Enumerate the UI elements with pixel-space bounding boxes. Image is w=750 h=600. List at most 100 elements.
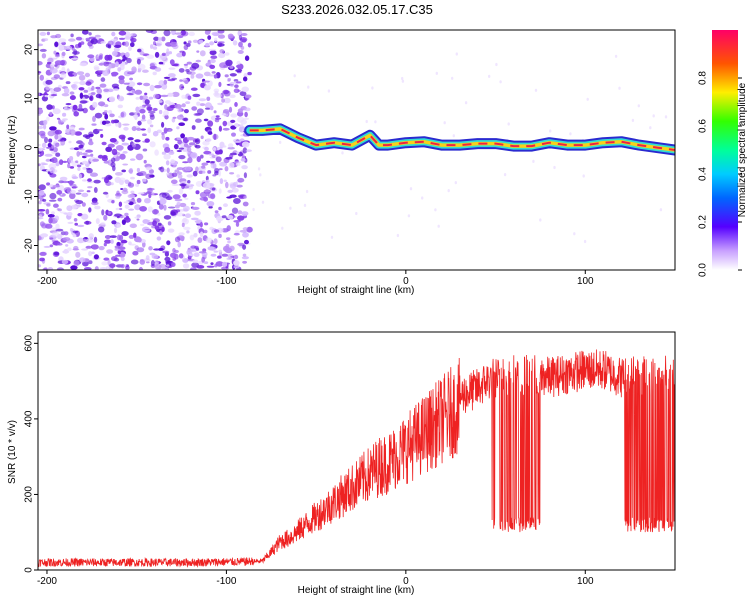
noise-speck — [206, 96, 211, 102]
noise-speck — [130, 158, 136, 161]
noise-speck — [223, 97, 231, 104]
noise-speck — [38, 163, 41, 167]
noise-speck — [196, 101, 201, 106]
noise-speck — [111, 119, 115, 124]
noise-speck — [46, 203, 51, 207]
noise-speck — [157, 213, 161, 216]
noise-speck — [128, 234, 135, 239]
noise-speck — [215, 115, 220, 118]
noise-speck — [224, 52, 230, 56]
noise-speck — [118, 75, 125, 80]
noise-speck — [182, 193, 187, 198]
noise-speck — [233, 254, 239, 260]
noise-speck — [188, 71, 196, 75]
noise-speck — [101, 209, 105, 216]
noise-speck — [203, 150, 212, 155]
noise-speck — [38, 147, 43, 152]
noise-speck — [61, 259, 69, 265]
noise-speck — [210, 193, 216, 200]
noise-speck — [168, 129, 172, 132]
noise-speck — [140, 119, 147, 122]
noise-speck — [49, 126, 57, 131]
noise-speck — [88, 131, 94, 138]
noise-speck — [56, 117, 61, 120]
noise-speck — [178, 188, 184, 195]
noise-speck — [134, 89, 143, 95]
y-tick-label: -20 — [24, 238, 35, 253]
noise-speck — [117, 104, 124, 109]
noise-speck — [225, 156, 233, 160]
noise-speck — [240, 33, 248, 36]
noise-speck — [241, 141, 250, 148]
noise-speck — [51, 231, 60, 237]
noise-speck — [41, 142, 47, 148]
noise-speck — [67, 163, 71, 169]
noise-speck — [104, 177, 109, 184]
noise-speck — [188, 142, 196, 146]
noise-speck — [243, 195, 247, 199]
noise-speck — [649, 126, 652, 130]
noise-speck — [153, 93, 160, 99]
noise-speck — [237, 215, 245, 221]
noise-speck — [174, 104, 182, 109]
noise-speck — [174, 236, 181, 243]
noise-speck — [93, 67, 100, 71]
noise-speck — [163, 79, 168, 85]
noise-speck — [117, 67, 122, 72]
noise-speck — [149, 252, 156, 256]
noise-speck — [435, 71, 438, 75]
noise-speck — [118, 30, 127, 36]
noise-speck — [147, 127, 151, 134]
noise-speck — [213, 238, 218, 245]
noise-speck — [135, 106, 140, 113]
noise-speck — [69, 192, 76, 200]
noise-speck — [81, 192, 89, 198]
noise-speck — [164, 104, 168, 110]
noise-speck — [148, 246, 153, 251]
noise-speck — [167, 228, 175, 233]
noise-speck — [144, 92, 148, 96]
noise-speck — [172, 194, 181, 200]
noise-speck — [401, 76, 404, 81]
noise-speck — [96, 74, 102, 77]
noise-speck — [38, 108, 44, 115]
noise-speck — [170, 252, 177, 258]
noise-speck — [166, 264, 170, 267]
noise-speck — [118, 37, 126, 40]
noise-speck — [55, 152, 61, 157]
noise-speck — [134, 139, 141, 143]
x-tick-label: -200 — [37, 576, 57, 587]
noise-speck — [153, 36, 160, 41]
noise-speck — [115, 172, 123, 176]
noise-speck — [195, 73, 204, 79]
noise-speck — [195, 166, 199, 173]
colorbar-tick-label: 0.8 — [698, 71, 709, 85]
noise-speck — [96, 40, 101, 44]
noise-speck — [168, 150, 175, 155]
noise-speck — [242, 201, 249, 207]
noise-speck — [178, 253, 184, 259]
noise-speck — [236, 174, 240, 178]
colorbar-tick-label: 0.0 — [698, 263, 709, 277]
noise-speck — [136, 167, 140, 173]
noise-speck — [219, 49, 225, 54]
noise-speck — [201, 165, 206, 169]
noise-speck — [39, 48, 47, 52]
noise-speck — [165, 136, 170, 141]
noise-speck — [39, 221, 45, 227]
noise-speck — [142, 219, 149, 224]
noise-speck — [142, 178, 147, 182]
noise-speck — [224, 166, 229, 172]
noise-speck — [115, 123, 119, 127]
noise-speck — [135, 153, 144, 161]
snr-panel: -200 -100 0 100 0 200 400 600 Height of straig… — [7, 331, 676, 596]
noise-speck — [142, 133, 147, 136]
noise-speck — [179, 183, 187, 187]
noise-speck — [149, 124, 154, 128]
noise-speck — [183, 143, 189, 148]
noise-speck — [233, 220, 241, 223]
noise-speck — [198, 170, 204, 174]
noise-speck — [77, 108, 84, 112]
noise-speck — [154, 51, 160, 58]
